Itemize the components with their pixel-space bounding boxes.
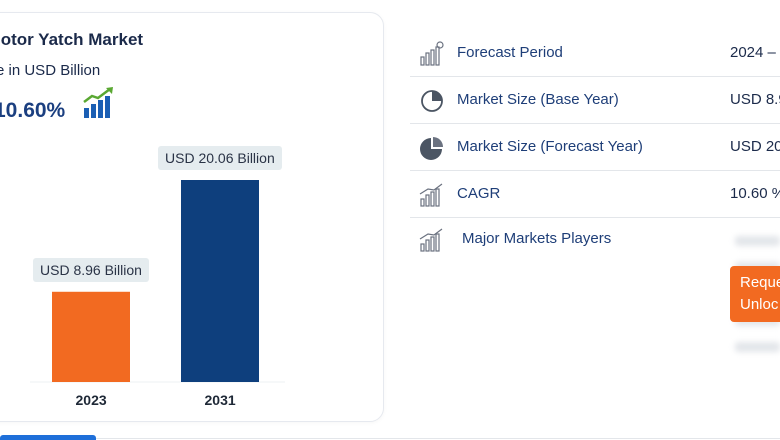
table-row: CAGR 10.60 % [410,171,780,218]
row-value: USD 8.9 [730,91,780,108]
pie-chart-icon [421,90,443,112]
cta-line-1: Reque [740,274,780,291]
table-row: Market Size (Forecast Year) USD 20 [410,124,780,171]
bar-2023 [52,291,130,382]
cagr-value: 10.60% [0,99,66,122]
market-title: lotor Yatch Market [0,30,144,49]
bar-value-label: USD 8.96 Billion [33,257,149,282]
section-tab-indicator [0,435,96,440]
x-tick-label: 2023 [75,392,107,408]
request-unlock-button[interactable]: Reque Unloc [730,266,780,322]
x-tick-label: 2031 [204,392,236,408]
table-row: Major Markets Players [410,218,780,278]
growth-chart-icon [83,87,113,118]
row-value: 10.60 % [730,185,780,202]
blurred-player-item [735,236,780,246]
row-label: CAGR [457,185,501,202]
bar-chart-icon [420,41,444,66]
row-label: Major Markets Players [462,230,612,247]
row-label: Forecast Period [457,44,563,61]
row-label: Market Size (Forecast Year) [457,138,643,155]
pie-chart-filled-icon [420,137,443,160]
bar-value-label: USD 20.06 Billion [158,146,282,170]
cta-line-2: Unloc [740,296,779,313]
market-size-bar-chart [30,180,285,383]
row-value: 2024 – [730,44,776,61]
table-row: Forecast Period 2024 – [410,30,780,77]
growth-bars-icon [419,183,443,207]
row-label: Market Size (Base Year) [457,91,619,108]
table-row: Market Size (Base Year) USD 8.9 [410,77,780,124]
growth-bars-icon [419,228,443,252]
market-info-table: Forecast Period 2024 – Market Size (Base… [410,30,780,278]
bar-2031 [181,180,259,382]
blurred-player-item [735,342,780,352]
market-unit-subtitle: e in USD Billion [0,62,101,79]
row-value: USD 20 [730,138,780,155]
section-divider [96,438,780,439]
